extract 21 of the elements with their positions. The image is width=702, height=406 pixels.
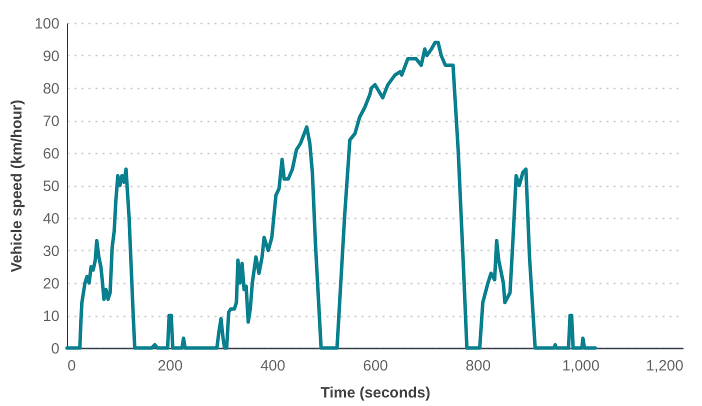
- y-tick-label: 100: [34, 16, 60, 32]
- x-tick-label: 800: [466, 358, 491, 374]
- y-tick-label: 10: [42, 308, 60, 325]
- x-tick-label: 600: [362, 358, 388, 374]
- x-tick-label: 200: [158, 358, 183, 374]
- y-tick-label: 90: [42, 48, 60, 65]
- y-tick-label: 60: [42, 146, 60, 162]
- y-tick-label: 50: [42, 178, 60, 195]
- y-axis-title: Vehicle speed (km/hour): [8, 100, 26, 272]
- y-tick-label: 0: [51, 340, 60, 358]
- y-tick-label: 40: [42, 210, 60, 228]
- y-tick-label: 80: [42, 80, 60, 98]
- x-tick-label: 400: [260, 358, 286, 374]
- x-tick-label: 1,000: [562, 358, 600, 374]
- x-axis-title: Time (seconds): [320, 384, 430, 402]
- x-tick-label: 1,200: [646, 358, 684, 374]
- x-tick-label: 0: [68, 358, 76, 374]
- y-tick-label: 20: [42, 276, 60, 292]
- line-series: [65, 40, 597, 350]
- y-tick-label: 70: [42, 113, 60, 130]
- y-tick-label: 30: [42, 243, 60, 260]
